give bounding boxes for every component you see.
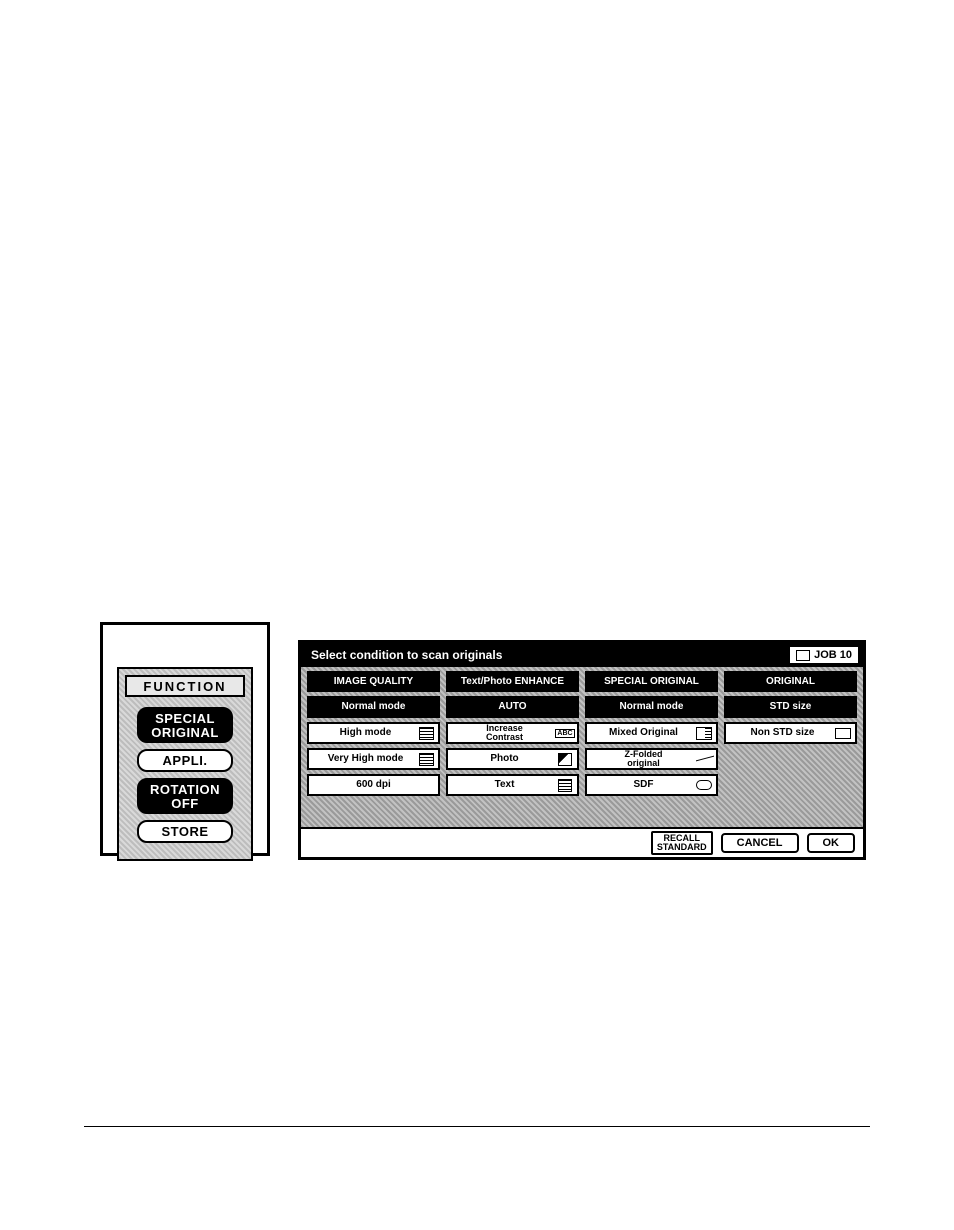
page-rule	[84, 1126, 870, 1127]
abc-icon: ABC	[557, 726, 573, 740]
screen-title: Select condition to scan originals	[305, 648, 789, 662]
column-0: IMAGE QUALITY Normal mode High mode Very Hi…	[307, 671, 440, 800]
column-header-1: Text/Photo ENHANCE	[446, 671, 579, 692]
text-icon	[557, 778, 573, 792]
function-panel: FUNCTION SPECIALORIGINAL APPLI. ROTATIONOF…	[100, 622, 270, 856]
cancel-button[interactable]: CANCEL	[721, 833, 799, 853]
nonstd-icon	[835, 726, 851, 740]
footer-row: RECALLSTANDARD CANCEL OK	[301, 827, 863, 857]
grid-icon	[418, 726, 434, 740]
option-3-0[interactable]: STD size	[724, 696, 857, 718]
function-header: FUNCTION	[125, 675, 245, 697]
function-button-1[interactable]: APPLI.	[137, 749, 233, 772]
function-button-3[interactable]: STORE	[137, 820, 233, 843]
column-header-3: ORIGINAL	[724, 671, 857, 692]
option-1-1[interactable]: IncreaseContrastABC	[446, 722, 579, 744]
job-label: JOB 10	[814, 649, 852, 661]
screen-title-row: Select condition to scan originals JOB 1…	[301, 643, 863, 667]
recall-standard-button[interactable]: RECALLSTANDARD	[651, 831, 713, 854]
column-header-0: IMAGE QUALITY	[307, 671, 440, 692]
function-inner: FUNCTION SPECIALORIGINAL APPLI. ROTATIONOF…	[117, 667, 253, 861]
fold-icon	[696, 752, 712, 766]
option-2-3[interactable]: SDF	[585, 774, 718, 796]
job-badge: JOB 10	[789, 646, 859, 664]
option-1-3[interactable]: Text	[446, 774, 579, 796]
option-0-0[interactable]: Normal mode	[307, 696, 440, 718]
option-2-1[interactable]: Mixed Original	[585, 722, 718, 744]
option-2-0[interactable]: Normal mode	[585, 696, 718, 718]
column-header-2: SPECIAL ORIGINAL	[585, 671, 718, 692]
option-1-0[interactable]: AUTO	[446, 696, 579, 718]
function-button-2[interactable]: ROTATIONOFF	[137, 778, 233, 814]
column-3: ORIGINAL STD size Non STD size	[724, 671, 857, 800]
option-0-2[interactable]: Very High mode	[307, 748, 440, 770]
function-button-0[interactable]: SPECIALORIGINAL	[137, 707, 233, 743]
photo-icon	[557, 752, 573, 766]
ok-button[interactable]: OK	[807, 833, 856, 853]
grid-icon	[418, 752, 434, 766]
column-2: SPECIAL ORIGINAL Normal mode Mixed Origina…	[585, 671, 718, 800]
column-1: Text/Photo ENHANCE AUTO IncreaseContrastAB…	[446, 671, 579, 800]
mixed-icon	[696, 726, 712, 740]
option-3-1[interactable]: Non STD size	[724, 722, 857, 744]
sdf-icon	[696, 778, 712, 792]
option-2-2[interactable]: Z-Foldedoriginal	[585, 748, 718, 770]
special-original-screen: Select condition to scan originals JOB 1…	[298, 640, 866, 860]
option-0-3[interactable]: 600 dpi	[307, 774, 440, 796]
options-area: IMAGE QUALITY Normal mode High mode Very Hi…	[301, 667, 863, 827]
option-1-2[interactable]: Photo	[446, 748, 579, 770]
option-0-1[interactable]: High mode	[307, 722, 440, 744]
